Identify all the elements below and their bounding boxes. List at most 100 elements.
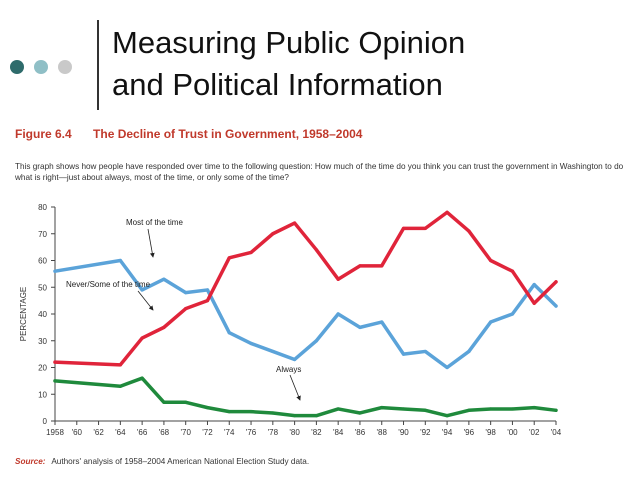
chart-annotations: Most of the time Never/Some of the time Al… [66, 218, 301, 401]
data-point [53, 379, 57, 383]
data-point [140, 336, 144, 340]
data-point [271, 411, 275, 415]
data-point [336, 407, 340, 411]
slide-title: Measuring Public Opinion and Political I… [112, 22, 465, 106]
data-point [140, 288, 144, 292]
data-point [118, 258, 122, 263]
data-point [510, 269, 515, 273]
data-point [380, 406, 384, 410]
data-point [118, 384, 122, 388]
data-point [445, 210, 449, 214]
x-tick-label: '92 [420, 428, 431, 437]
data-point [467, 229, 471, 233]
data-point [401, 226, 406, 230]
data-point [293, 221, 297, 225]
series-line-2 [53, 376, 558, 418]
figure-header: Figure 6.4 The Decline of Trust in Gover… [15, 127, 362, 141]
y-tick-label: 80 [38, 203, 47, 212]
data-point [162, 325, 166, 329]
source-text: Authors' analysis of 1958–2004 American … [51, 457, 310, 466]
annotation-arrow [147, 228, 155, 258]
title-divider [97, 20, 99, 110]
y-tick-label: 0 [43, 417, 48, 426]
data-point [423, 226, 427, 230]
x-tick-label: '94 [442, 428, 453, 437]
data-point [445, 414, 449, 418]
data-point [445, 365, 449, 370]
data-point [249, 410, 253, 414]
data-point [314, 248, 318, 252]
data-point [532, 406, 536, 410]
x-tick-label: '76 [246, 428, 257, 437]
data-point [162, 400, 166, 404]
series-line-1 [53, 210, 558, 367]
dot-gray [58, 60, 72, 74]
data-point [489, 258, 493, 263]
x-tick-label: '84 [333, 428, 344, 437]
data-point [140, 376, 144, 380]
x-tick-label: '66 [137, 428, 148, 437]
data-point [293, 357, 297, 362]
data-point [271, 349, 275, 354]
x-tick-label: '90 [398, 428, 409, 437]
x-tick-label: '86 [355, 428, 366, 437]
data-point [423, 349, 427, 354]
data-point [554, 304, 558, 308]
data-point [293, 414, 297, 418]
figure-source: Source: Authors' analysis of 1958–2004 A… [15, 457, 309, 466]
data-point [489, 320, 493, 324]
annotation-label: Always [276, 365, 301, 374]
figure-description: This graph shows how people have respond… [15, 162, 624, 182]
data-point [205, 406, 210, 410]
data-point [249, 250, 253, 255]
data-point [184, 291, 188, 295]
annotation-label: Most of the time [126, 218, 183, 227]
data-point [184, 400, 188, 404]
y-tick-label: 50 [38, 283, 47, 292]
data-point [358, 264, 362, 268]
data-point [336, 312, 340, 316]
y-tick-label: 30 [38, 337, 47, 346]
data-point [532, 282, 536, 287]
data-point [380, 320, 384, 324]
data-point [510, 407, 515, 411]
x-tick-label: '02 [529, 428, 540, 437]
x-tick-label: '04 [551, 428, 562, 437]
x-tick-label: '62 [93, 428, 104, 437]
data-point [467, 349, 471, 354]
annotation-arrow [137, 290, 154, 311]
data-point [380, 264, 384, 268]
data-point [249, 341, 253, 346]
data-point [271, 232, 275, 236]
data-point [205, 288, 210, 292]
data-point [423, 408, 427, 412]
slide-title-line-2: and Political Information [112, 67, 443, 102]
x-tick-label: '82 [311, 428, 322, 437]
y-axis-title: PERCENTAGE [19, 287, 28, 342]
x-tick-label: '60 [72, 428, 83, 437]
data-point [184, 307, 188, 311]
data-point [401, 407, 406, 411]
annotation-label: Never/Some of the time [66, 280, 151, 289]
x-tick-label: '78 [268, 428, 279, 437]
slide-title-line-1: Measuring Public Opinion [112, 25, 466, 60]
figure-title: The Decline of Trust in Government, 1958… [93, 127, 363, 141]
data-point [227, 256, 231, 260]
y-tick-label: 10 [38, 390, 47, 399]
x-tick-label: '72 [202, 428, 213, 437]
x-tick-label: '74 [224, 428, 235, 437]
data-point [205, 299, 210, 303]
x-tick-label: 1958 [46, 428, 64, 437]
x-tick-label: '64 [115, 428, 126, 437]
chart-series [53, 210, 558, 418]
source-label: Source: [15, 457, 46, 466]
chart-axes: 0 10 20 30 40 50 60 70 80 PERCENTAGE 1958 '60 '62 '64… [19, 203, 562, 437]
data-point [510, 312, 515, 316]
x-tick-label: '98 [485, 428, 496, 437]
dot-light-blue [34, 60, 48, 74]
decorative-dots [10, 60, 72, 80]
y-tick-label: 70 [38, 230, 47, 239]
data-point [162, 277, 166, 281]
trust-line-chart: 0 10 20 30 40 50 60 70 80 PERCENTAGE 1958 '60 '62 '64… [19, 203, 562, 437]
data-point [532, 301, 536, 305]
